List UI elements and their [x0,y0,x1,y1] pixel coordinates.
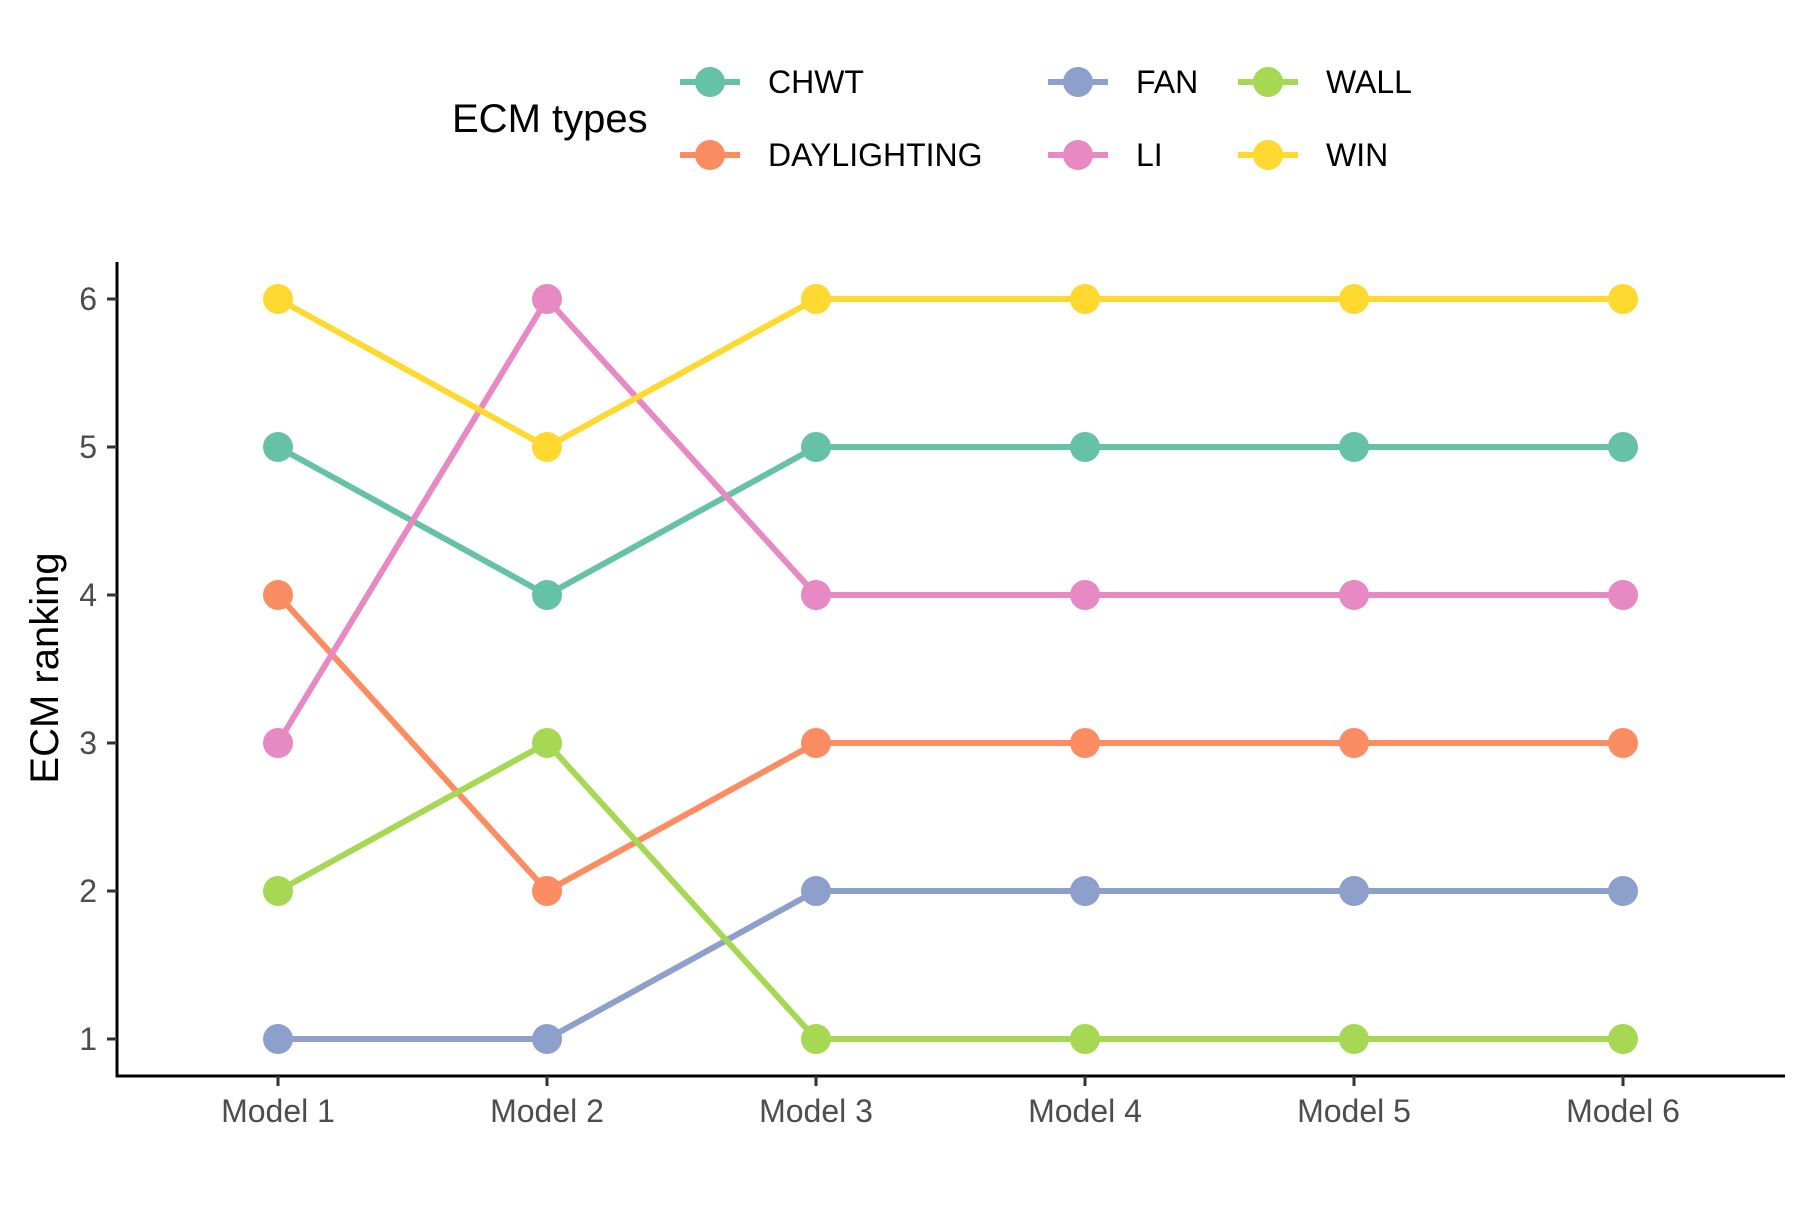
legend-title: ECM types [452,97,648,141]
legend-label: LI [1136,137,1163,173]
data-point-chwt [1608,432,1638,462]
data-point-chwt [263,432,293,462]
data-point-wall [1339,1024,1369,1054]
data-point-wall [1608,1024,1638,1054]
legend-key-point [1253,67,1283,97]
legend-key-point [695,140,725,170]
legend-key-point [1253,140,1283,170]
data-point-daylighting [801,728,831,758]
data-point-daylighting [1070,728,1100,758]
series-line-win [276,296,1623,450]
legend-item-win: WIN [1238,137,1388,173]
x-tick-label: Model 6 [1566,1093,1680,1129]
data-point-li [801,580,831,610]
data-point-win [801,284,831,314]
data-point-fan [1070,876,1100,906]
legend-label: CHWT [768,64,864,100]
y-tick-label: 5 [79,429,97,465]
legend-key-point [1063,140,1093,170]
y-tick-label: 4 [79,577,97,613]
data-point-wall [1070,1024,1100,1054]
data-point-li [532,284,562,314]
data-point-li [1608,580,1638,610]
legend-label: WIN [1326,137,1388,173]
data-point-wall [801,1024,831,1054]
data-point-win [1339,284,1369,314]
legend-label: WALL [1326,64,1412,100]
legend-item-li: LI [1048,137,1163,173]
series-points [263,284,1638,1054]
x-tick-label: Model 4 [1028,1093,1142,1129]
data-point-daylighting [263,580,293,610]
series-line-daylighting [275,592,1623,894]
data-point-fan [263,1024,293,1054]
axes: ECM ranking 1 2 3 4 5 6 Model 1 Model 2 Model 3 M… [23,262,1785,1129]
series-line-wall [276,740,1623,1042]
series-line-chwt [276,444,1623,598]
series-lines [275,296,1623,1042]
x-tick-label: Model 5 [1297,1093,1411,1129]
legend-label: DAYLIGHTING [768,137,983,173]
legend-label: FAN [1136,64,1198,100]
data-point-win [1608,284,1638,314]
data-point-win [532,432,562,462]
y-tick-label: 6 [79,281,97,317]
legend-item-daylighting: DAYLIGHTING [680,137,983,173]
data-point-win [1070,284,1100,314]
x-tick-label: Model 3 [759,1093,873,1129]
data-point-daylighting [1608,728,1638,758]
x-tick-label: Model 2 [490,1093,604,1129]
data-point-daylighting [1339,728,1369,758]
series-line-fan [278,888,1623,1042]
data-point-fan [801,876,831,906]
y-tick-label: 1 [79,1021,97,1057]
data-point-li [1339,580,1369,610]
y-tick-label: 2 [79,873,97,909]
data-point-fan [1608,876,1638,906]
data-point-chwt [532,580,562,610]
data-point-wall [532,728,562,758]
y-axis-title: ECM ranking [23,552,67,783]
data-point-chwt [801,432,831,462]
legend-item-wall: WALL [1238,64,1412,100]
data-point-li [1070,580,1100,610]
data-point-fan [532,1024,562,1054]
x-tick-label: Model 1 [221,1093,335,1129]
data-point-fan [1339,876,1369,906]
data-point-wall [263,876,293,906]
series-line-li [275,296,1623,745]
data-point-win [263,284,293,314]
legend: ECM types CHWT DAYLIGHTING FAN LI WALL WIN [452,64,1412,173]
y-tick-label: 3 [79,725,97,761]
data-point-chwt [1339,432,1369,462]
data-point-li [263,728,293,758]
legend-key-point [695,67,725,97]
data-point-chwt [1070,432,1100,462]
legend-item-fan: FAN [1048,64,1198,100]
legend-item-chwt: CHWT [680,64,864,100]
data-point-daylighting [532,876,562,906]
legend-key-point [1063,67,1093,97]
